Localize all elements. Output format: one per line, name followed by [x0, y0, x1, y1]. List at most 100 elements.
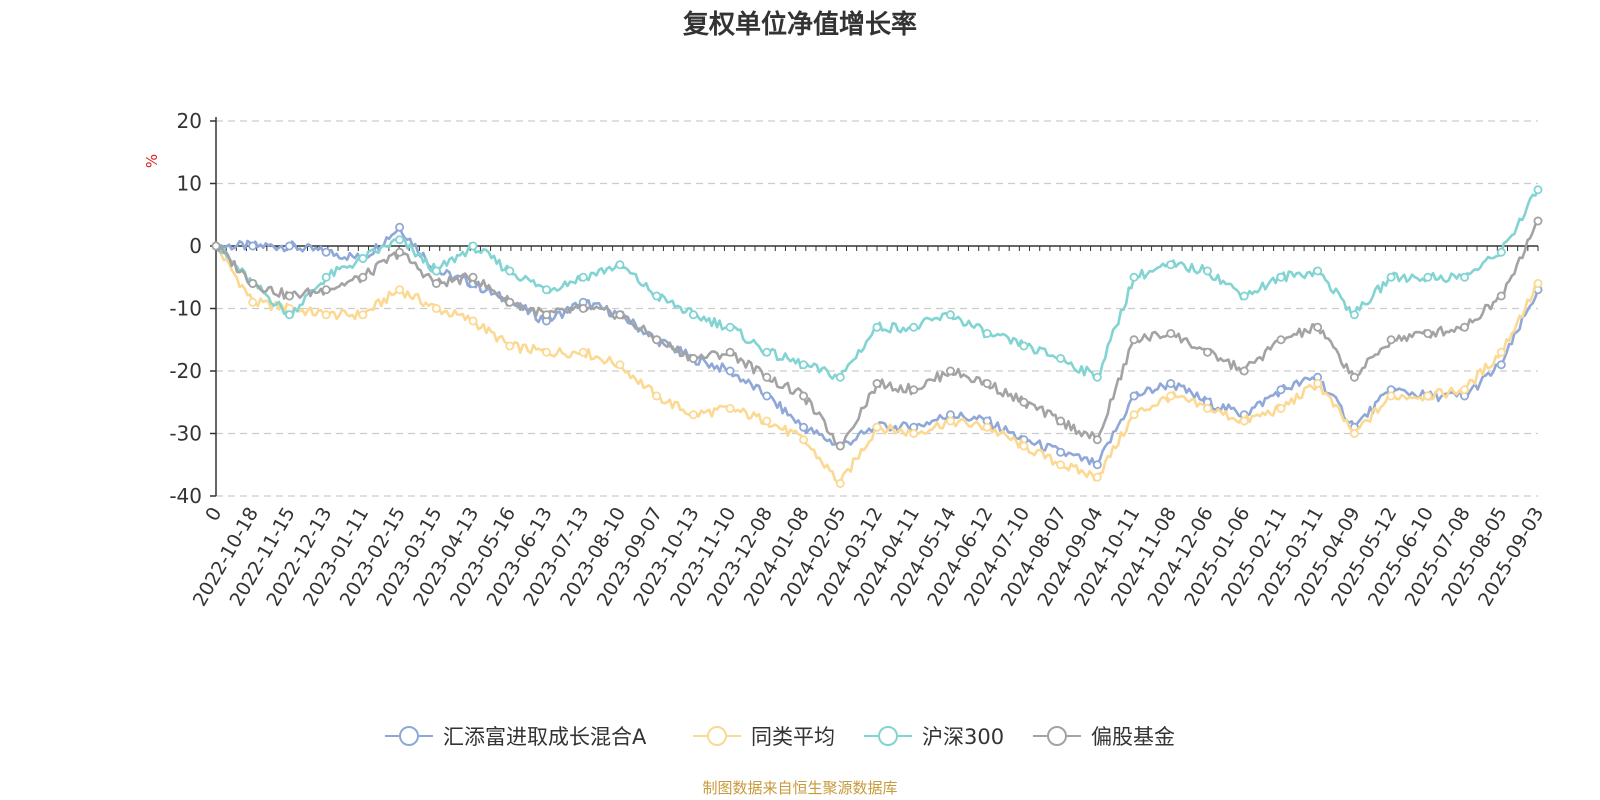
series-point-2 — [762, 347, 772, 357]
series-point-2 — [799, 360, 809, 370]
series-point-1 — [762, 416, 772, 426]
series-point-1 — [1239, 416, 1249, 426]
series-point-1 — [1056, 460, 1066, 470]
series-point-1 — [321, 310, 331, 320]
series-point-2 — [615, 260, 625, 270]
source-note: 制图数据来自恒生聚源数据库 — [702, 779, 897, 797]
series-point-2 — [688, 310, 698, 320]
series-point-1 — [1349, 428, 1359, 438]
y-tick-label: 20 — [177, 109, 202, 133]
chart-title: 复权单位净值增长率 — [683, 9, 917, 40]
series-point-1 — [578, 347, 588, 357]
legend-marker — [707, 726, 727, 746]
series-point-3 — [1239, 366, 1249, 376]
series-point-2 — [1349, 310, 1359, 320]
series-lines — [211, 185, 1543, 488]
series-point-1 — [1533, 278, 1543, 288]
series-point-2 — [1313, 266, 1323, 276]
series-point-3 — [1349, 372, 1359, 382]
series-point-3 — [1276, 335, 1286, 345]
series-point-2 — [1129, 272, 1139, 282]
series-point-2 — [982, 328, 992, 338]
legend-marker — [1047, 726, 1067, 746]
series-point-1 — [799, 435, 809, 445]
series-point-1 — [1386, 391, 1396, 401]
series-point-2 — [321, 272, 331, 282]
series-point-2 — [835, 372, 845, 382]
series-point-3 — [578, 303, 588, 313]
series-point-0 — [1056, 447, 1066, 457]
series-point-0 — [799, 422, 809, 432]
series-line-1 — [214, 245, 1539, 485]
series-point-3 — [321, 285, 331, 295]
legend-item-2[interactable]: 沪深300 — [864, 725, 1004, 749]
y-tick-label: -10 — [169, 297, 202, 321]
legend-label: 同类平均 — [751, 725, 835, 749]
series-point-1 — [505, 341, 515, 351]
series-point-2 — [1533, 185, 1543, 195]
series-line-2 — [214, 189, 1540, 381]
series-point-1 — [1092, 472, 1102, 482]
series-point-3 — [211, 241, 221, 251]
series-point-0 — [395, 222, 405, 232]
series-point-1 — [1313, 378, 1323, 388]
series-point-3 — [909, 385, 919, 395]
series-point-2 — [1019, 341, 1029, 351]
series-point-1 — [1129, 410, 1139, 420]
series-point-2 — [1166, 260, 1176, 270]
legend-item-3[interactable]: 偏股基金 — [1033, 725, 1175, 749]
series-point-3 — [762, 372, 772, 382]
series-point-3 — [1423, 328, 1433, 338]
series-point-2 — [468, 241, 478, 251]
y-tick-label: 10 — [177, 172, 202, 196]
series-point-0 — [1166, 378, 1176, 388]
series-point-3 — [1203, 347, 1213, 357]
series-point-0 — [321, 247, 331, 257]
series-point-3 — [1533, 216, 1543, 226]
series-point-2 — [1496, 247, 1506, 257]
series-point-0 — [1129, 391, 1139, 401]
series-point-3 — [1496, 291, 1506, 301]
series-point-2 — [872, 322, 882, 332]
series-point-3 — [358, 272, 368, 282]
series-point-1 — [358, 310, 368, 320]
series-point-2 — [395, 235, 405, 245]
series-point-3 — [1129, 335, 1139, 345]
series-point-2 — [909, 322, 919, 332]
y-tick-label: -20 — [169, 359, 202, 383]
series-point-3 — [688, 353, 698, 363]
series-point-3 — [505, 297, 515, 307]
series-point-3 — [1092, 435, 1102, 445]
series-point-0 — [762, 391, 772, 401]
legend-label: 沪深300 — [922, 725, 1004, 749]
series-point-1 — [431, 303, 441, 313]
series-point-3 — [1386, 335, 1396, 345]
series-point-2 — [725, 322, 735, 332]
series-point-2 — [1276, 272, 1286, 282]
series-point-0 — [1276, 385, 1286, 395]
series-point-3 — [872, 378, 882, 388]
series-point-2 — [284, 310, 294, 320]
legend-label: 偏股基金 — [1091, 725, 1175, 749]
series-point-3 — [615, 310, 625, 320]
series-point-2 — [358, 253, 368, 263]
series-point-2 — [1423, 272, 1433, 282]
series-point-2 — [1239, 291, 1249, 301]
series-point-2 — [1092, 372, 1102, 382]
legend-item-0[interactable]: 汇添富进取成长混合A — [385, 725, 647, 749]
series-point-2 — [652, 291, 662, 301]
legend-marker — [399, 726, 419, 746]
series-point-1 — [982, 422, 992, 432]
series-point-3 — [284, 291, 294, 301]
series-point-0 — [284, 241, 294, 251]
series-point-1 — [248, 297, 258, 307]
y-axis-unit: % — [143, 154, 161, 168]
y-tick-label: -40 — [169, 484, 202, 508]
series-point-0 — [1496, 360, 1506, 370]
series-point-1 — [945, 416, 955, 426]
series-point-1 — [395, 285, 405, 295]
series-point-2 — [1203, 266, 1213, 276]
legend-item-1[interactable]: 同类平均 — [693, 725, 835, 749]
series-point-3 — [1313, 322, 1323, 332]
